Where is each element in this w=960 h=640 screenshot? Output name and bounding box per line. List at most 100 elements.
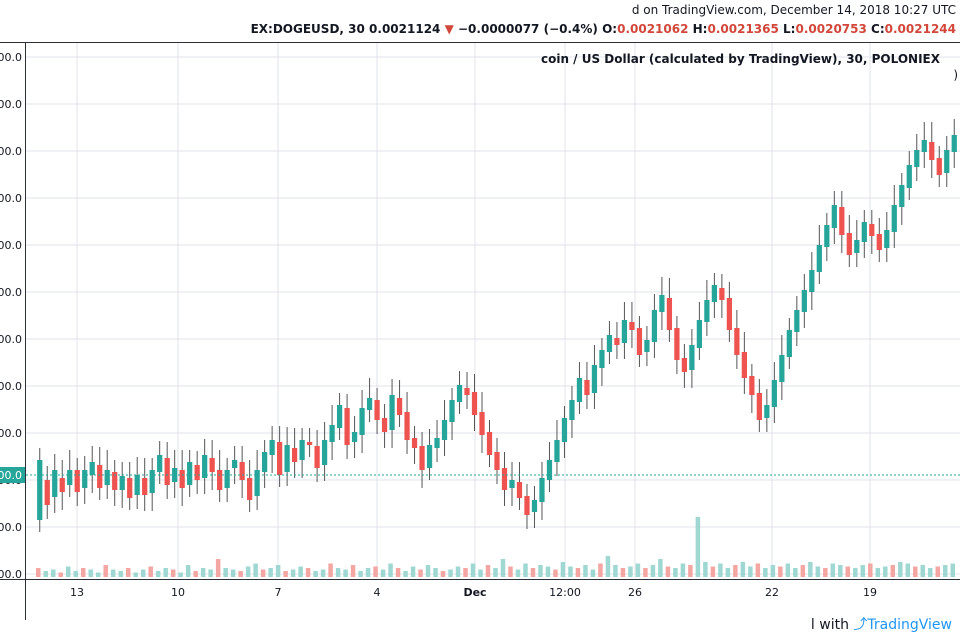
volume-bar bbox=[815, 566, 821, 577]
volume-bar bbox=[290, 569, 296, 577]
candle-body bbox=[771, 380, 777, 407]
candle-body bbox=[929, 142, 935, 160]
volume-bar bbox=[560, 562, 566, 577]
volume-bar bbox=[365, 568, 371, 577]
volume-bar bbox=[800, 565, 806, 577]
volume-bar bbox=[830, 563, 836, 577]
candle-body bbox=[524, 496, 530, 515]
volume-bar bbox=[845, 566, 851, 577]
candle-body bbox=[674, 328, 680, 360]
volume-bar bbox=[410, 566, 416, 577]
candle-body bbox=[944, 150, 950, 173]
candle-body bbox=[711, 285, 718, 302]
candle-body bbox=[591, 365, 598, 393]
volume-bar bbox=[590, 569, 596, 577]
candle-body bbox=[951, 135, 957, 152]
candle-body bbox=[726, 298, 732, 330]
candle-body bbox=[719, 288, 725, 300]
price-tag bbox=[0, 467, 25, 483]
candle-body bbox=[479, 412, 485, 435]
candle-body bbox=[696, 320, 703, 348]
x-tick-label: Dec bbox=[463, 586, 486, 599]
candle-body bbox=[336, 405, 343, 428]
close-label: C: bbox=[871, 22, 885, 36]
candle-body bbox=[914, 150, 920, 167]
candle-body bbox=[411, 438, 418, 448]
candle-body bbox=[629, 322, 635, 330]
volume-bar bbox=[950, 563, 956, 577]
candle-body bbox=[599, 350, 605, 368]
volume-bar bbox=[380, 569, 386, 577]
candle-body bbox=[82, 470, 88, 488]
volume-bar bbox=[358, 571, 363, 577]
volume-bar bbox=[313, 571, 318, 577]
x-tick-label: 10 bbox=[171, 586, 185, 599]
candle-body bbox=[824, 225, 830, 247]
candle-body bbox=[801, 290, 807, 312]
volume-bar bbox=[823, 568, 828, 577]
candle-body bbox=[816, 245, 822, 272]
candle-body bbox=[846, 233, 852, 255]
candle-body bbox=[516, 482, 523, 498]
candle-body bbox=[404, 412, 410, 440]
volume-bar bbox=[388, 563, 393, 577]
volume-bar bbox=[928, 568, 933, 577]
volume-bar bbox=[50, 569, 56, 577]
volume-bar bbox=[283, 571, 288, 577]
volume-bar bbox=[598, 563, 603, 577]
volume-bar bbox=[493, 568, 498, 577]
candle-body bbox=[366, 398, 373, 410]
candle-body bbox=[389, 395, 395, 430]
volume-bar bbox=[680, 563, 686, 577]
volume-bar bbox=[875, 568, 881, 577]
volume-bar bbox=[838, 565, 843, 577]
candle-body bbox=[509, 480, 515, 488]
candle-body bbox=[434, 438, 440, 448]
low-label: L: bbox=[783, 22, 796, 36]
volume-bar bbox=[695, 517, 701, 577]
volume-bar bbox=[478, 569, 483, 577]
volume-bar bbox=[583, 565, 588, 577]
candle-body bbox=[112, 472, 118, 490]
candle-body bbox=[614, 338, 620, 345]
volume-bar bbox=[36, 568, 41, 577]
y-tick-label: 00.0 bbox=[0, 286, 22, 299]
volume-bar bbox=[463, 568, 468, 577]
candle-body bbox=[749, 376, 755, 395]
candle-body bbox=[187, 462, 193, 485]
candle-body bbox=[786, 330, 792, 357]
candle-body bbox=[494, 452, 500, 470]
volume-bar bbox=[275, 565, 281, 577]
down-arrow-icon: ▼ bbox=[444, 22, 454, 36]
volume-bar bbox=[178, 572, 183, 577]
volume-bar bbox=[305, 568, 311, 577]
candle-body bbox=[396, 398, 403, 415]
footer-prefix: l with bbox=[810, 617, 854, 633]
candle-body bbox=[584, 380, 590, 395]
candle-body bbox=[531, 500, 538, 512]
candle-body bbox=[344, 408, 350, 445]
footer-brand[interactable]: l with ⤴TradingView bbox=[811, 614, 952, 634]
volume-bar bbox=[688, 565, 693, 577]
candle-body bbox=[179, 470, 185, 488]
volume-bar bbox=[448, 569, 453, 577]
volume-bar bbox=[95, 572, 101, 577]
tradingview-logo-icon: ⤴ bbox=[853, 617, 868, 633]
x-tick-label: 26 bbox=[628, 586, 642, 599]
candle-body bbox=[209, 458, 215, 472]
volume-bar bbox=[455, 566, 461, 577]
volume-bar bbox=[200, 568, 206, 577]
y-tick-label: 00.0 bbox=[0, 427, 22, 440]
candle-body bbox=[321, 440, 328, 465]
grid-lines bbox=[26, 43, 960, 578]
candle-body bbox=[247, 478, 253, 500]
volume-bar bbox=[643, 568, 648, 577]
y-tick-label: 00.0 bbox=[0, 521, 22, 534]
y-tick-label: 00.0 bbox=[0, 239, 22, 252]
volume-bar bbox=[320, 569, 326, 577]
volume-bar bbox=[268, 568, 273, 577]
y-tick-label: 00.0 bbox=[0, 51, 22, 64]
candle-body bbox=[374, 400, 380, 420]
volume-bar bbox=[58, 572, 63, 577]
